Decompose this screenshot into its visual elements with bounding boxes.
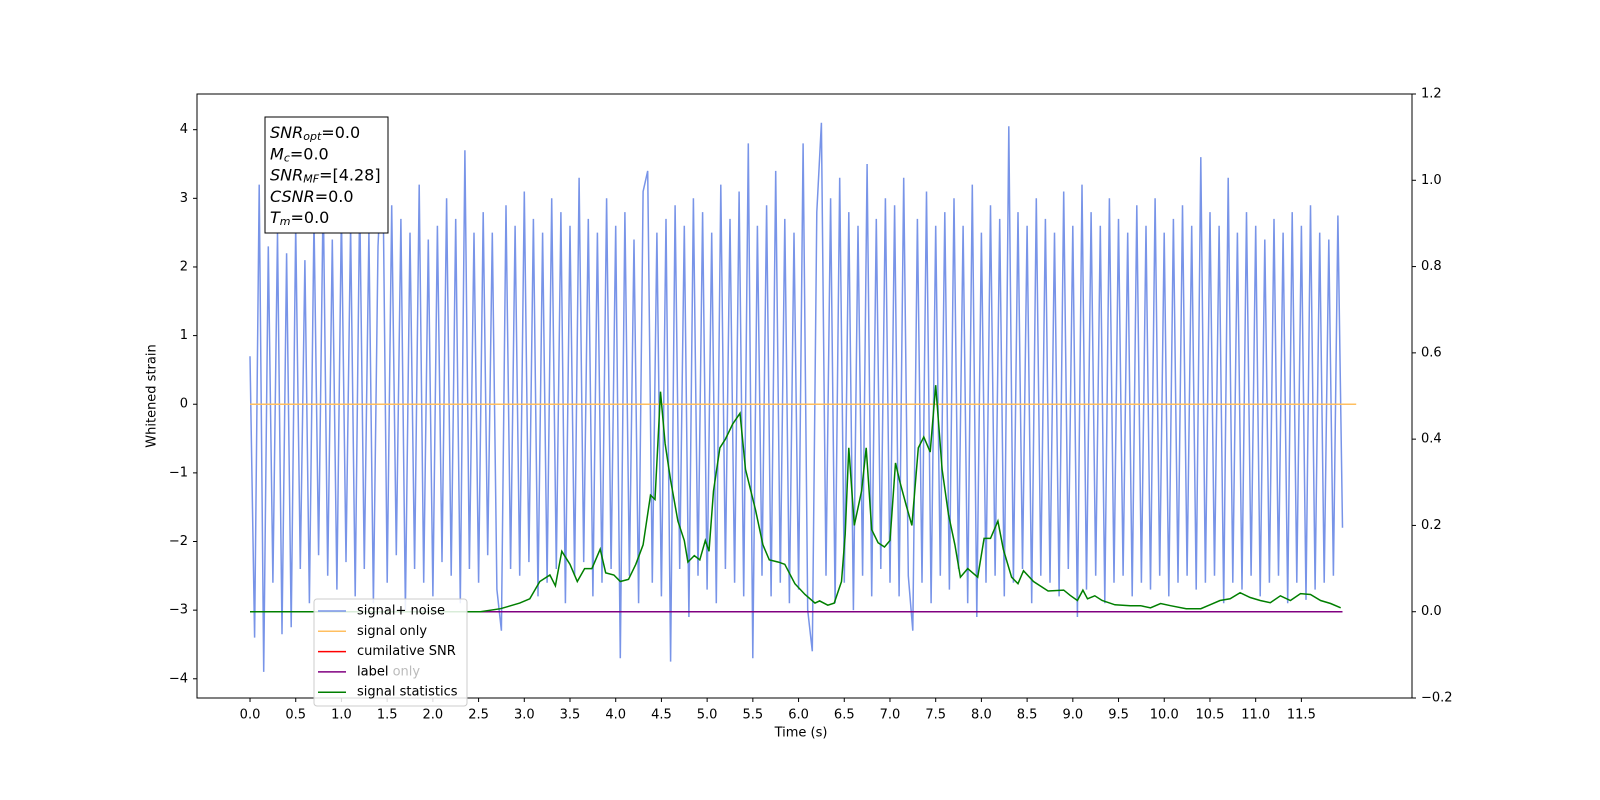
y-axis-label: Whitened strain	[145, 344, 160, 447]
y-tick-label: −1	[169, 465, 188, 480]
x-tick-label: 3.0	[514, 708, 535, 723]
x-tick-label: 5.0	[697, 708, 718, 723]
series-line	[250, 385, 1341, 613]
stats-box-frame	[264, 116, 389, 234]
x-tick-label: 4.0	[605, 708, 626, 723]
x-tick-label: 9.0	[1062, 708, 1083, 723]
x-tick-label: 2.5	[468, 708, 489, 723]
x-tick-label: 11.0	[1241, 708, 1270, 723]
y-tick-label: −3	[169, 603, 188, 618]
legend-label: signal statistics	[357, 685, 458, 700]
x-tick-label: 8.5	[1017, 708, 1038, 723]
y2-tick-label: 0.6	[1421, 345, 1442, 360]
stats-symbol: SNR	[270, 165, 303, 184]
stats-line: CSNR=0.0	[270, 186, 354, 205]
stats-subscript: MF	[303, 173, 319, 186]
legend-label: cumilative SNR	[357, 644, 456, 659]
stats-line: Tm=0.0	[270, 208, 329, 229]
stats-text: =0.0	[321, 123, 360, 142]
legend-label: signal+ noise	[357, 604, 445, 619]
stats-line: SNRopt=0.0	[270, 123, 360, 144]
stats-symbol: T	[270, 208, 281, 227]
y-tick-label: 3	[180, 191, 188, 206]
y2-tick-label: 0.0	[1421, 604, 1442, 619]
y-tick-label: 0	[180, 397, 188, 412]
y2-tick-label: 1.2	[1421, 87, 1442, 102]
x-tick-label: 7.0	[880, 708, 901, 723]
y-tick-label: 2	[180, 259, 188, 274]
stats-symbol: SNR	[270, 123, 303, 142]
x-tick-label: 11.5	[1287, 708, 1316, 723]
x-tick-label: 1.0	[331, 708, 352, 723]
x-tick-label: 3.5	[560, 708, 581, 723]
x-tick-label: 2.0	[423, 708, 444, 723]
stats-line: SNRMF=[4.28]	[270, 165, 381, 186]
stats-subscript: c	[284, 151, 290, 164]
stats-symbol: M	[270, 144, 284, 163]
stats-symbol: CSNR	[270, 186, 315, 205]
y-tick-label: −4	[169, 671, 188, 686]
x-tick-label: 0.0	[240, 708, 261, 723]
x-axis-label: Time (s)	[774, 726, 828, 741]
x-tick-label: 7.5	[925, 708, 946, 723]
stats-text: =0.0	[315, 186, 354, 205]
y2-tick-label: 0.2	[1421, 518, 1442, 533]
x-tick-label: 4.5	[651, 708, 672, 723]
plot-frame	[196, 93, 1413, 699]
x-tick-label: 8.0	[971, 708, 992, 723]
x-tick-label: 1.5	[377, 708, 398, 723]
x-tick-label: 0.5	[285, 708, 306, 723]
legend-frame	[313, 598, 468, 707]
legend-ghost-text: label only	[357, 665, 420, 680]
x-tick-label: 9.5	[1108, 708, 1129, 723]
legend: label only signal+ noise signal only cumila…	[313, 598, 468, 707]
x-tick-label: 10.5	[1195, 708, 1224, 723]
stats-subscript: opt	[303, 130, 322, 143]
legend-label: signal only	[357, 624, 427, 639]
y-tick-label: 4	[180, 122, 188, 137]
y2-tick-label: 0.4	[1421, 432, 1442, 447]
y2-tick-label: 0.8	[1421, 259, 1442, 274]
stats-text: =0.0	[290, 144, 329, 163]
y-tick-label: −2	[169, 534, 188, 549]
series-line	[249, 122, 1344, 672]
x-tick-label: 6.5	[834, 708, 855, 723]
stats-text: =0.0	[291, 208, 330, 227]
stats-text: =[4.28]	[319, 165, 381, 184]
y2-tick-label: −0.2	[1421, 691, 1453, 706]
x-tick-label: 10.0	[1150, 708, 1179, 723]
x-tick-label: 5.5	[743, 708, 764, 723]
y2-tick-label: 1.0	[1421, 173, 1442, 188]
stats-line: Mc=0.0	[270, 144, 329, 165]
stats-subscript: m	[280, 215, 291, 228]
x-tick-label: 6.0	[788, 708, 809, 723]
y-tick-label: 1	[180, 328, 188, 343]
stats-box: SNRopt=0.0Mc=0.0SNRMF=[4.28]CSNR=0.0Tm=0…	[264, 116, 389, 234]
legend-label: label	[357, 664, 388, 679]
